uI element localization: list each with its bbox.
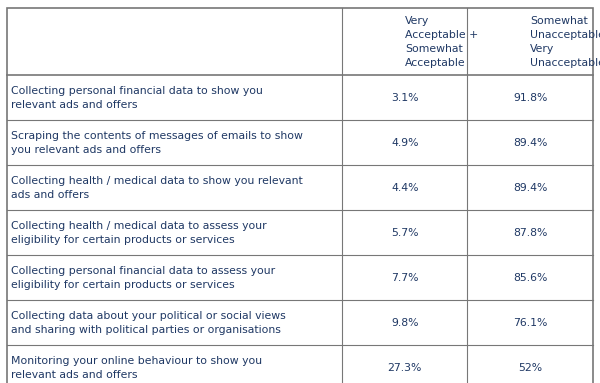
Text: 89.4%: 89.4% — [513, 138, 547, 148]
Text: 3.1%: 3.1% — [391, 93, 419, 103]
Text: 91.8%: 91.8% — [513, 93, 547, 103]
Text: 76.1%: 76.1% — [513, 318, 547, 328]
Text: Scraping the contents of messages of emails to show
you relevant ads and offers: Scraping the contents of messages of ema… — [11, 131, 303, 155]
Text: 9.8%: 9.8% — [391, 318, 419, 328]
Text: Collecting personal financial data to show you
relevant ads and offers: Collecting personal financial data to sh… — [11, 86, 263, 110]
Text: Collecting data about your political or social views
and sharing with political : Collecting data about your political or … — [11, 311, 286, 335]
Text: 89.4%: 89.4% — [513, 183, 547, 193]
Text: Collecting personal financial data to assess your
eligibility for certain produc: Collecting personal financial data to as… — [11, 266, 275, 290]
Text: 4.9%: 4.9% — [391, 138, 419, 148]
Text: 52%: 52% — [518, 363, 542, 373]
Text: Somewhat
Unacceptable +
Very
Unacceptable: Somewhat Unacceptable + Very Unacceptabl… — [530, 16, 600, 68]
Text: 5.7%: 5.7% — [391, 228, 419, 238]
Text: 85.6%: 85.6% — [513, 273, 547, 283]
Text: Monitoring your online behaviour to show you
relevant ads and offers: Monitoring your online behaviour to show… — [11, 356, 263, 380]
Text: Collecting health / medical data to show you relevant
ads and offers: Collecting health / medical data to show… — [11, 176, 303, 200]
Text: Collecting health / medical data to assess your
eligibility for certain products: Collecting health / medical data to asse… — [11, 221, 267, 245]
Text: 4.4%: 4.4% — [391, 183, 419, 193]
Text: 7.7%: 7.7% — [391, 273, 419, 283]
Text: Very
Acceptable +
Somewhat
Acceptable: Very Acceptable + Somewhat Acceptable — [405, 16, 478, 68]
Text: 87.8%: 87.8% — [513, 228, 547, 238]
Text: 27.3%: 27.3% — [388, 363, 422, 373]
